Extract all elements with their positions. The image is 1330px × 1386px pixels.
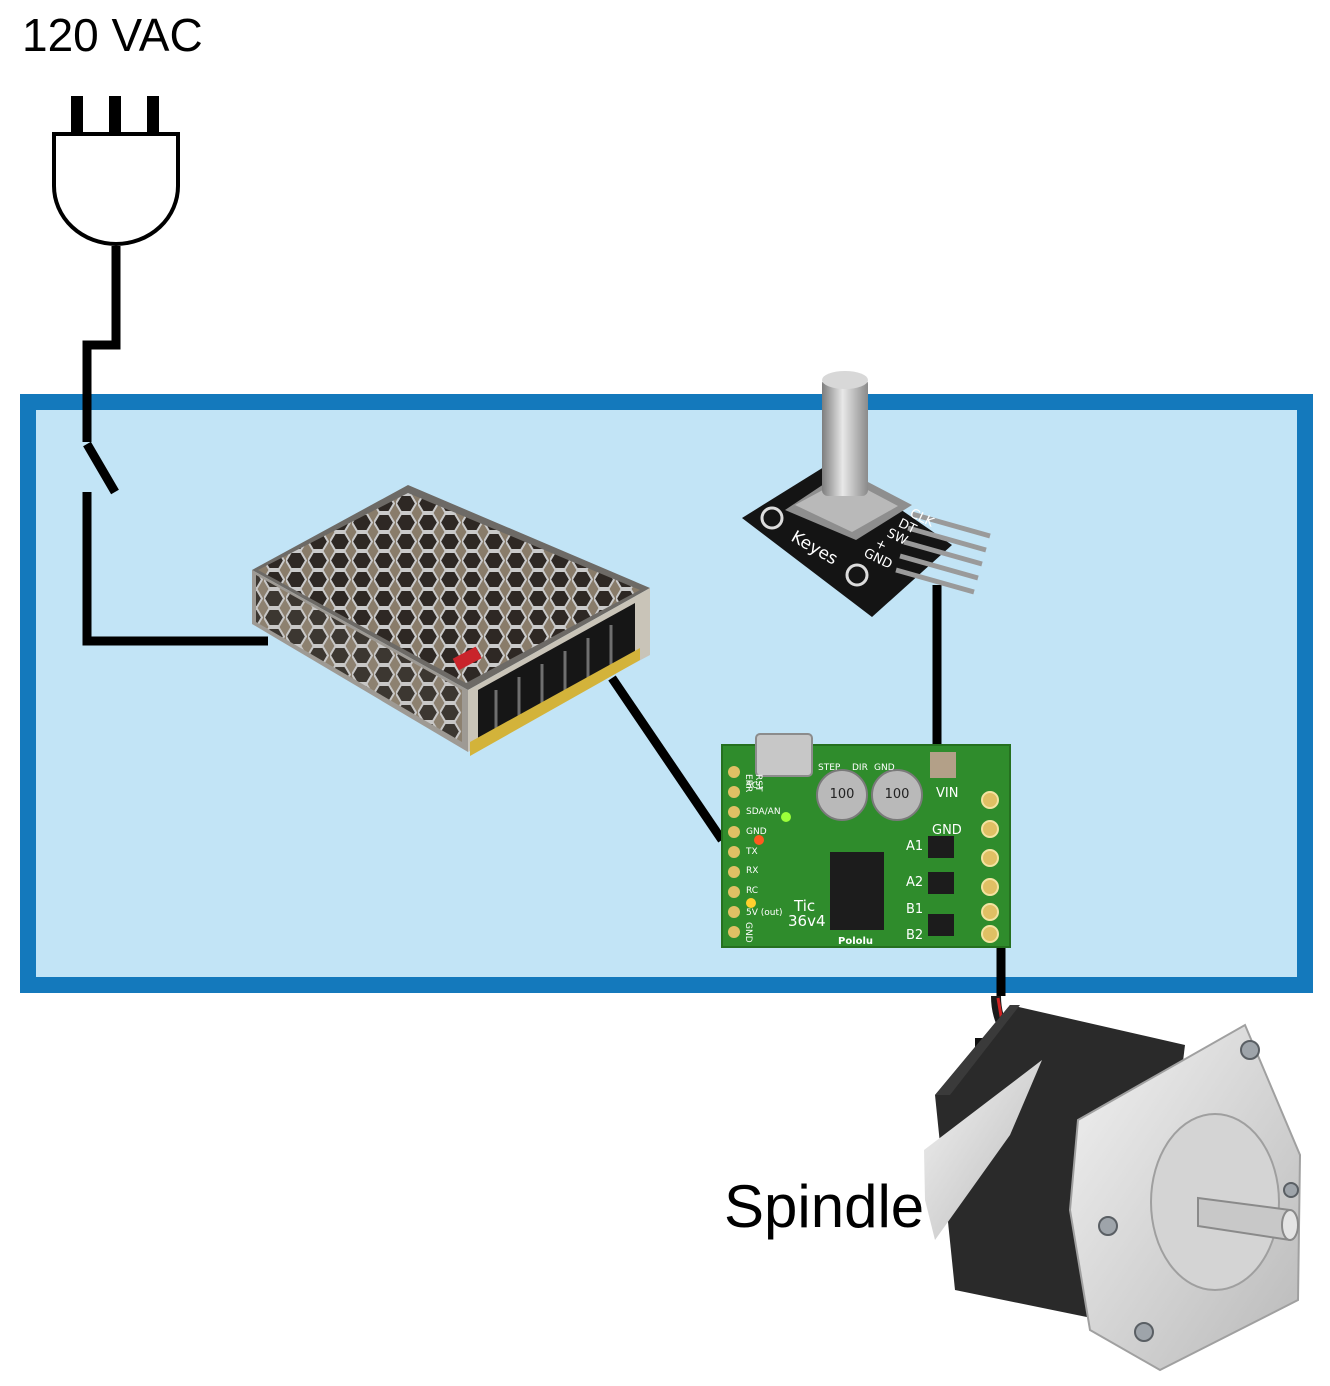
- driver-pin-label: B2: [906, 928, 923, 943]
- driver-pin-label: GND: [746, 827, 767, 837]
- motor-label: Spindle: [724, 1173, 925, 1240]
- driver-ic-chip: [830, 852, 884, 930]
- psu-mesh-side: [256, 575, 462, 742]
- plug-icon: [52, 96, 180, 246]
- stepper-driver-board: 100 100 SCL SDA/AN GND TX RX RC 5V (out)…: [721, 733, 1011, 948]
- driver-pin-label: RX: [746, 866, 758, 876]
- psu-terminal-block: [478, 603, 635, 750]
- driver-pin-label: RST: [753, 774, 763, 792]
- driver-pin-label: DIR: [852, 763, 868, 773]
- capacitor: 100: [871, 769, 923, 821]
- driver-pin-label: RC: [746, 886, 758, 896]
- driver-pin-label: SDA/AN: [746, 807, 781, 817]
- capacitor-label: 100: [830, 787, 855, 802]
- driver-pin-label: GND: [743, 922, 753, 943]
- motor-rear-cap: [924, 1060, 1042, 1240]
- psu-mesh-top: [258, 493, 640, 683]
- driver-brand-label: Pololu: [838, 936, 873, 947]
- mosfets: [928, 836, 954, 936]
- wires: [82, 246, 1006, 996]
- driver-pin-label: GND: [874, 763, 895, 773]
- switch-to-psu-wire: [82, 492, 268, 646]
- driver-pin-label: VIN: [936, 786, 958, 801]
- driver-pin-label: B1: [906, 902, 923, 917]
- encoder-pin-label: DT: [896, 516, 919, 537]
- motor-mount-screws: [1098, 1040, 1299, 1342]
- driver-model-label: 36v4: [788, 912, 826, 930]
- power-source-label: 120 VAC: [22, 9, 203, 61]
- driver-right-pin-holes: [981, 791, 999, 943]
- driver-pin-label: A1: [906, 839, 923, 854]
- usb-connector: [755, 733, 813, 777]
- psu-to-driver-wire: [608, 675, 726, 843]
- stepper-motor: [924, 995, 1302, 1372]
- encoder-pcb: [742, 462, 952, 617]
- driver-pin-label: GND: [932, 823, 962, 838]
- enclosure-box: [20, 394, 1313, 993]
- encoder-header-pins: [895, 511, 991, 595]
- power-supply-unit: [252, 485, 650, 756]
- driver-left-pin-holes: [728, 766, 740, 938]
- rotary-encoder: CLK DT SW + GND Keyes: [742, 371, 991, 617]
- driver-pin-label: TX: [745, 847, 758, 857]
- capacitor-label: 100: [885, 787, 910, 802]
- driver-pin-label: A2: [906, 875, 923, 890]
- capacitor: 100: [816, 769, 868, 821]
- driver-pin-label: SCL: [746, 781, 763, 791]
- driver-pin-label: 5V (out): [746, 908, 783, 918]
- driver-name-label: Tic: [793, 897, 815, 915]
- motor-shaft: [1197, 1196, 1299, 1242]
- switch-lever: [83, 441, 119, 495]
- encoder-shaft: [822, 378, 868, 496]
- mains-wire: [82, 246, 121, 442]
- driver-pin-label: ERR: [743, 774, 753, 792]
- driver-pin-label: STEP: [818, 763, 841, 773]
